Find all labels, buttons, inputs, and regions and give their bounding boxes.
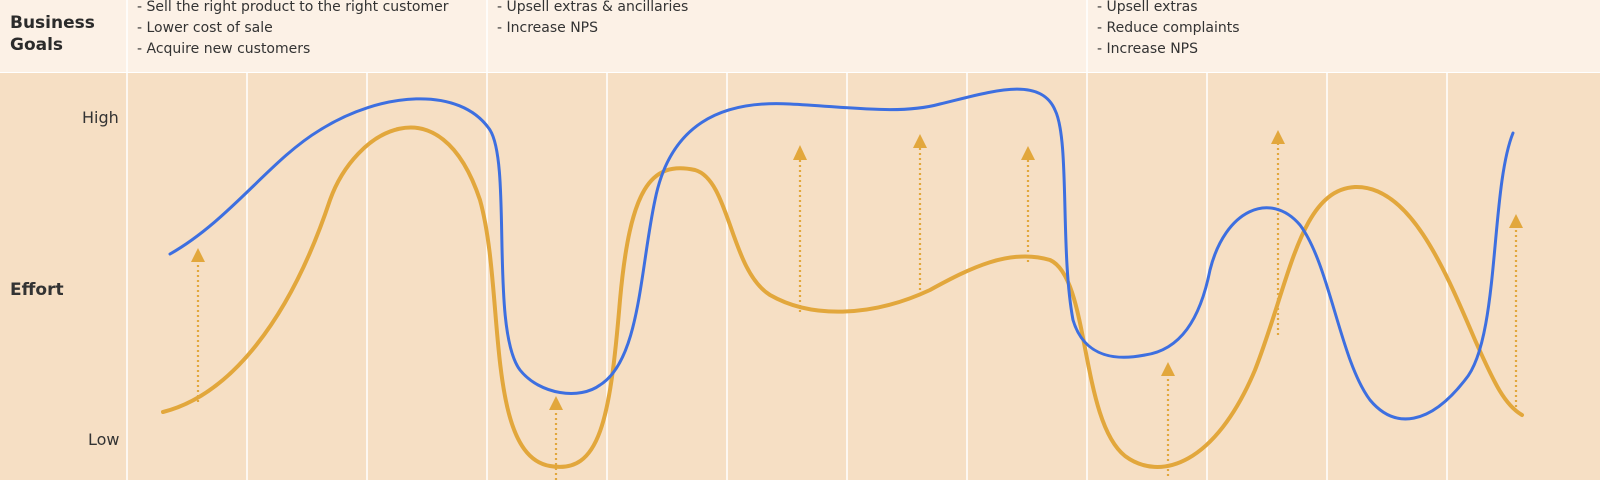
business-goals-label-line2: Goals	[10, 35, 64, 55]
effort-arrow	[913, 134, 927, 295]
goals-column-2: - Upsell extras & ancillaries - Increase…	[497, 0, 688, 39]
business-goals-label-line1: Business	[10, 13, 95, 33]
effort-arrows	[191, 130, 1523, 480]
effort-arrow	[191, 248, 205, 402]
goal-item: - Increase NPS	[497, 20, 599, 36]
business-goals-label: Business Goals	[10, 12, 120, 56]
effort-arrow	[1021, 146, 1035, 262]
business-goals-band: Business Goals - Sell the right product …	[0, 0, 1600, 73]
effort-arrow	[1509, 214, 1523, 412]
goals-column-3: - Upsell extras - Reduce complaints - In…	[1097, 0, 1240, 60]
grid-lines	[126, 0, 1448, 480]
goal-item: - Upsell extras	[1097, 0, 1198, 15]
goal-item: - Increase NPS	[1097, 41, 1199, 57]
effort-arrow	[549, 396, 563, 480]
effort-arrow	[793, 145, 807, 312]
low-label: Low	[88, 430, 120, 449]
goals-column-1: - Sell the right product to the right cu…	[137, 0, 449, 60]
goal-item: - Sell the right product to the right cu…	[137, 0, 449, 15]
goal-item: - Reduce complaints	[1097, 20, 1240, 36]
goal-item: - Lower cost of sale	[137, 20, 273, 36]
orange-journey-curve	[161, 125, 1524, 469]
effort-arrow	[1161, 362, 1175, 476]
effort-label: Effort	[10, 280, 64, 300]
blue-journey-curve	[168, 87, 1515, 421]
high-label: High	[82, 108, 119, 127]
effort-chart-area: High Effort Low	[0, 72, 1600, 480]
goal-item: - Upsell extras & ancillaries	[497, 0, 689, 15]
goal-item: - Acquire new customers	[137, 41, 311, 57]
